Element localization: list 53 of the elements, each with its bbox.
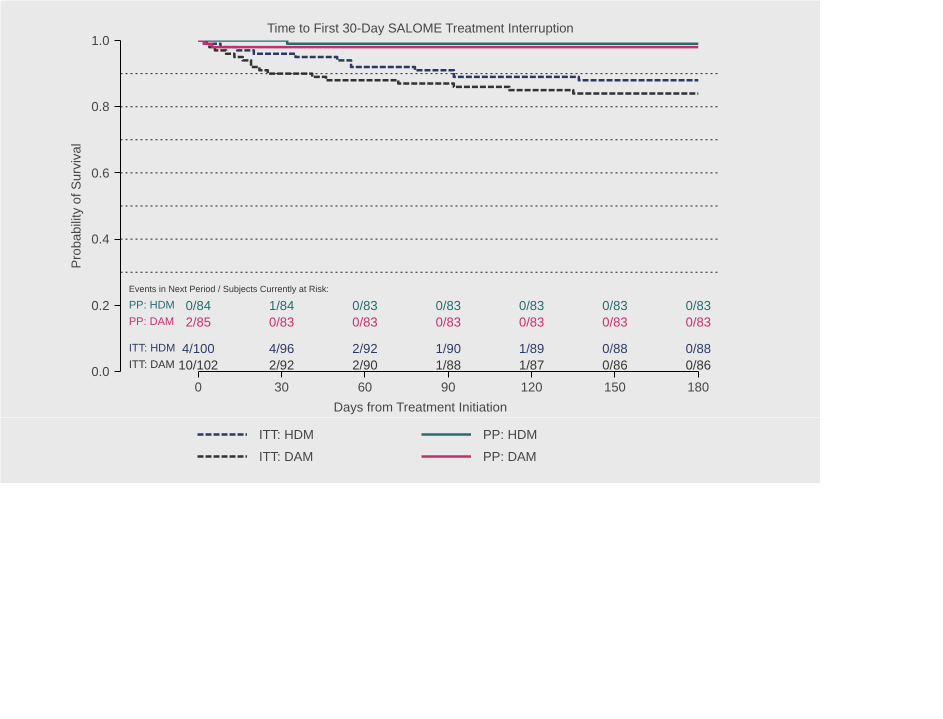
annotation: PP: HDM [128,299,175,312]
annotation: 0/83 [686,314,711,330]
annotation: 0/83 [518,314,544,330]
x-tick-label: 150 [604,380,626,394]
x-tick-label: 30 [274,380,289,394]
annotation: 2/92 [268,357,294,372]
chart-title: Time to First 30-Day SALOME Treatment Interruption [267,20,574,36]
annotation: 2/92 [352,340,378,356]
annotation: 0/83 [268,314,294,330]
y-tick-label: 0.8 [91,99,110,114]
annotation: 2/90 [352,357,378,372]
annotation: 0/83 [436,314,461,330]
y-axis-title: Probability of Survival [68,143,84,268]
annotation: 0/88 [686,340,711,356]
annotation: 0/83 [436,298,461,313]
legend-label: ITT: DAM [259,448,314,464]
legend-label: ITT: HDM [259,426,315,442]
annotation: 10/102 [178,357,218,372]
annotation: 1/89 [518,340,544,356]
y-tick-label: 0.2 [91,298,110,313]
annotation: 2/85 [186,314,211,330]
annotation: 1/90 [436,340,461,356]
annotation: 4/96 [268,340,294,356]
annotation: 0/84 [186,298,211,313]
x-tick-label: 60 [358,380,372,394]
annotation: Events in Next Period / Subjects Currently at Risk: [128,284,329,294]
x-tick-label: 180 [687,380,710,394]
annotation: PP: DAM [128,316,174,328]
annotation: 0/88 [602,340,628,356]
annotation: ITT: HDM [128,342,176,354]
y-tick-label: 1.0 [91,33,110,48]
annotation: 0/86 [602,357,628,372]
annotation: 0/83 [352,314,378,330]
y-tick-label: 0.6 [91,165,110,180]
annotation: 4/100 [182,340,215,356]
x-tick-label: 0 [194,380,202,394]
annotation: 0/83 [686,298,711,313]
legend-label: PP: HDM [483,426,538,442]
legend-label: PP: DAM [483,448,538,464]
annotation: 0/86 [686,357,711,372]
x-tick-label: 120 [520,380,542,394]
annotation: 1/88 [436,357,461,372]
x-axis-title: Days from Treatment Initiation [334,400,508,414]
annotation: 1/84 [268,298,294,313]
annotation: 0/83 [518,298,544,313]
annotation: 1/87 [518,357,544,372]
y-tick-label: 0.4 [91,232,110,247]
x-tick-label: 90 [441,380,456,394]
annotation: 0/83 [602,298,628,313]
annotation: ITT: DAM [128,358,175,371]
y-tick-label: 0.0 [91,364,110,379]
annotation: 0/83 [602,314,628,330]
annotation: 0/83 [352,298,378,313]
